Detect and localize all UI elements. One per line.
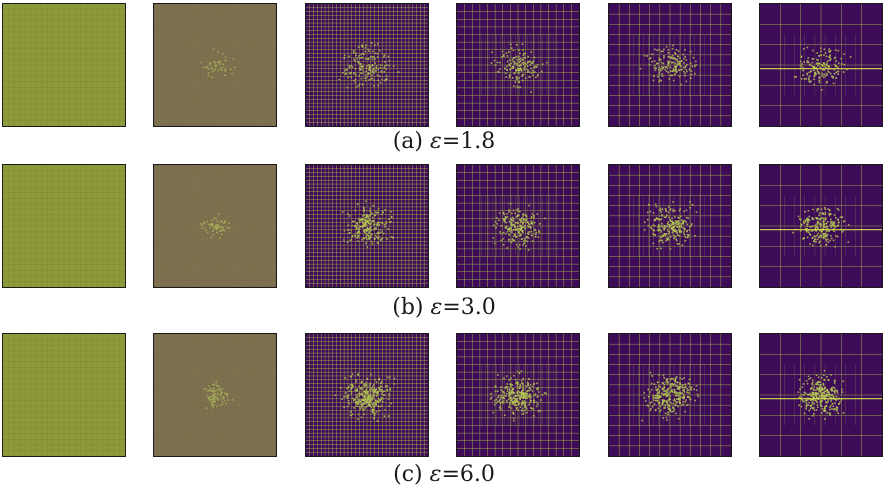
grid-plot: [3, 165, 125, 287]
grid-lines: [609, 334, 731, 456]
grid-plot: [306, 4, 428, 126]
grid-plot: [154, 4, 276, 126]
row-b-panel-3: [305, 164, 429, 288]
row-b-panel-1: [2, 164, 126, 288]
caption-b-symbol: ε: [430, 295, 443, 320]
row-a-panel-1: [2, 3, 126, 127]
grid-plot: [609, 334, 731, 456]
grid-lines: [457, 4, 579, 126]
grid-plot: [609, 4, 731, 126]
grid-plot: [609, 165, 731, 287]
grid-plot: [760, 165, 882, 287]
caption-c-label: (c): [393, 462, 423, 487]
row-c-panel-5: [608, 333, 732, 457]
grid-lines: [306, 334, 428, 456]
caption-a: (a) ε=1.8: [0, 131, 888, 153]
grid-plot: [457, 4, 579, 126]
grid-lines: [3, 334, 125, 456]
caption-a-relation: =: [441, 129, 461, 154]
row-a-panel-2: [153, 3, 277, 127]
grid-lines: [609, 4, 731, 126]
grid-plot: [154, 165, 276, 287]
grid-plot: [3, 334, 125, 456]
row-a-panel-3: [305, 3, 429, 127]
row-b-panel-5: [608, 164, 732, 288]
row-b-panel-4: [456, 164, 580, 288]
row-c-panel-4: [456, 333, 580, 457]
grid-lines: [3, 165, 125, 287]
row-a-panel-4: [456, 3, 580, 127]
grid-lines: [457, 165, 579, 287]
grid-lines: [457, 334, 579, 456]
caption-a-value: 1.8: [460, 129, 496, 154]
row-c-panel-1: [2, 333, 126, 457]
grid-plot: [457, 165, 579, 287]
caption-c-value: 6.0: [459, 462, 495, 487]
caption-b-value: 3.0: [460, 295, 496, 320]
caption-c: (c) ε=6.0: [0, 464, 888, 486]
scatter-points: [203, 380, 234, 409]
grid-plot: [306, 165, 428, 287]
row-a-panel-5: [608, 3, 732, 127]
scatter-points: [792, 207, 850, 248]
grid-lines: [154, 334, 276, 456]
grid-plot: [760, 4, 882, 126]
grid-plot: [3, 4, 125, 126]
grid-lines: [760, 4, 882, 126]
grid-lines: [154, 4, 276, 126]
row-a-panel-6: [759, 3, 883, 127]
scatter-points: [643, 201, 698, 250]
grid-lines: [3, 4, 125, 126]
grid-plot: [760, 334, 882, 456]
grid-lines: [760, 334, 882, 456]
row-c-panel-6: [759, 333, 883, 457]
caption-b: (b) ε=3.0: [0, 297, 888, 319]
grid-lines: [306, 4, 428, 126]
grid-lines: [760, 165, 882, 287]
scatter-points: [641, 371, 699, 422]
caption-b-label: (b): [392, 295, 424, 320]
caption-b-relation: =: [442, 295, 461, 320]
grid-plot: [306, 334, 428, 456]
row-b-panel-2: [153, 164, 277, 288]
grid-plot: [154, 334, 276, 456]
grid-lines: [306, 165, 428, 287]
row-c-panel-2: [153, 333, 277, 457]
caption-a-label: (a): [392, 129, 424, 154]
row-c-panel-3: [305, 333, 429, 457]
caption-a-symbol: ε: [430, 129, 442, 154]
caption-c-relation: =: [441, 462, 460, 487]
caption-c-symbol: ε: [429, 462, 442, 487]
grid-lines: [609, 165, 731, 287]
grid-lines: [154, 165, 276, 287]
grid-plot: [457, 334, 579, 456]
row-b-panel-6: [759, 164, 883, 288]
